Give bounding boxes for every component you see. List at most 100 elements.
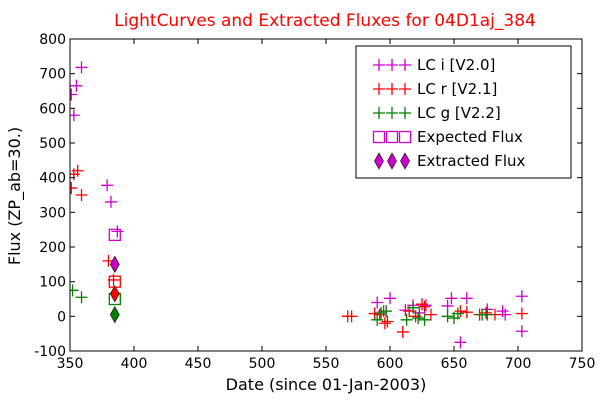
data-point: [407, 301, 420, 314]
data-point: [515, 325, 528, 338]
y-tick-label: 0: [57, 309, 66, 325]
data-point: [75, 189, 88, 201]
data-point: [454, 305, 467, 318]
data-point: [460, 292, 473, 305]
data-point: [396, 325, 409, 338]
data-point: [104, 195, 117, 208]
legend-item-expected-flux: Expected Flux: [372, 128, 523, 146]
data-point: [70, 88, 78, 101]
x-tick-label: 450: [185, 356, 212, 372]
legend-marker: [399, 83, 411, 95]
data-point: [345, 310, 358, 323]
data-point: [441, 299, 454, 312]
legend-item-lc-g-v2-2: LC g [V2.2]: [373, 104, 501, 122]
data-point: [371, 296, 384, 309]
data-point: [101, 179, 114, 192]
data-point: [380, 305, 393, 318]
data-point: [108, 228, 121, 242]
data-point: [111, 225, 124, 238]
data-point: [368, 307, 381, 320]
legend-marker: [386, 59, 398, 71]
legend-marker: [373, 107, 385, 119]
data-point: [75, 61, 88, 74]
legend-label: Expected Flux: [417, 128, 523, 146]
legend-marker: [385, 130, 399, 144]
data-point: [371, 313, 384, 326]
legend-marker: [398, 130, 412, 144]
data-point: [445, 292, 458, 305]
x-axis-label: Date (since 01-Jan-2003): [226, 375, 427, 394]
data-point: [400, 313, 413, 326]
legend-marker: [386, 107, 398, 119]
data-point: [375, 306, 388, 319]
legend-label: LC g [V2.2]: [417, 104, 501, 122]
legend-item-lc-i-v2-0: LC i [V2.0]: [373, 56, 495, 74]
data-point: [418, 300, 431, 313]
y-tick-label: 400: [39, 171, 66, 187]
legend-label: LC r [V2.1]: [417, 80, 497, 98]
series-extracted-flux: [109, 255, 120, 324]
chart-title: LightCurves and Extracted Fluxes for 04D…: [114, 11, 536, 31]
data-point: [424, 308, 437, 321]
series-lc-r-v2-1: [70, 164, 528, 338]
y-tick-label: 100: [39, 275, 66, 291]
data-point: [496, 305, 509, 318]
x-tick-label: 400: [121, 356, 148, 372]
data-point: [381, 315, 394, 328]
x-tick-label: 750: [569, 356, 596, 372]
data-point: [460, 306, 473, 319]
data-point: [109, 285, 120, 303]
data-point: [416, 298, 428, 311]
data-point: [373, 308, 386, 321]
data-point: [418, 313, 431, 326]
data-point: [384, 292, 396, 305]
legend-item-lc-r-v2-1: LC r [V2.1]: [373, 80, 497, 98]
data-point: [412, 312, 425, 325]
x-tick-label: 650: [441, 356, 468, 372]
x-tick-label: 550: [313, 356, 340, 372]
legend-marker: [373, 59, 385, 71]
y-tick-label: 700: [39, 67, 66, 83]
legend-marker: [399, 59, 411, 71]
legend-item-extracted-flux: Extracted Flux: [374, 152, 526, 170]
legend-label: LC i [V2.0]: [417, 56, 495, 74]
legend-marker: [400, 152, 410, 170]
data-point: [70, 284, 79, 297]
y-tick-label: 500: [39, 136, 66, 152]
data-point: [481, 308, 494, 321]
legend-marker: [399, 107, 411, 119]
legend-label: Extracted Flux: [417, 152, 526, 170]
data-point: [70, 109, 80, 122]
legend-marker: [372, 130, 386, 144]
x-tick-label: 700: [505, 356, 532, 372]
legend: LC i [V2.0] LC r [V2.1] LC g [V2.2] Expecte…: [355, 45, 572, 179]
data-point: [109, 305, 120, 324]
data-point: [70, 79, 83, 92]
legend-marker: [374, 152, 384, 170]
x-tick-label: 600: [377, 356, 404, 372]
series-lc-g-v2-2: [70, 284, 494, 326]
data-point: [378, 317, 391, 330]
x-tick-label: 500: [249, 356, 276, 372]
data-point: [75, 291, 88, 304]
legend-marker: [373, 83, 385, 95]
legend-marker: [387, 152, 397, 170]
y-axis-label: Flux (ZP_ab=30.): [5, 127, 25, 265]
data-point: [499, 308, 512, 321]
data-point: [454, 336, 467, 349]
data-point: [515, 290, 528, 303]
data-point: [409, 310, 422, 323]
y-tick-label: -100: [34, 344, 66, 360]
data-point: [441, 310, 454, 323]
y-tick-label: 200: [39, 240, 66, 256]
data-point: [109, 255, 120, 273]
data-point: [515, 307, 528, 320]
y-tick-label: 800: [39, 32, 66, 48]
y-tick-label: 300: [39, 205, 66, 221]
legend-marker: [386, 83, 398, 95]
data-point: [70, 182, 78, 195]
y-tick-label: 600: [39, 101, 66, 117]
x-tick-label: 350: [57, 356, 84, 372]
data-point: [451, 307, 464, 320]
